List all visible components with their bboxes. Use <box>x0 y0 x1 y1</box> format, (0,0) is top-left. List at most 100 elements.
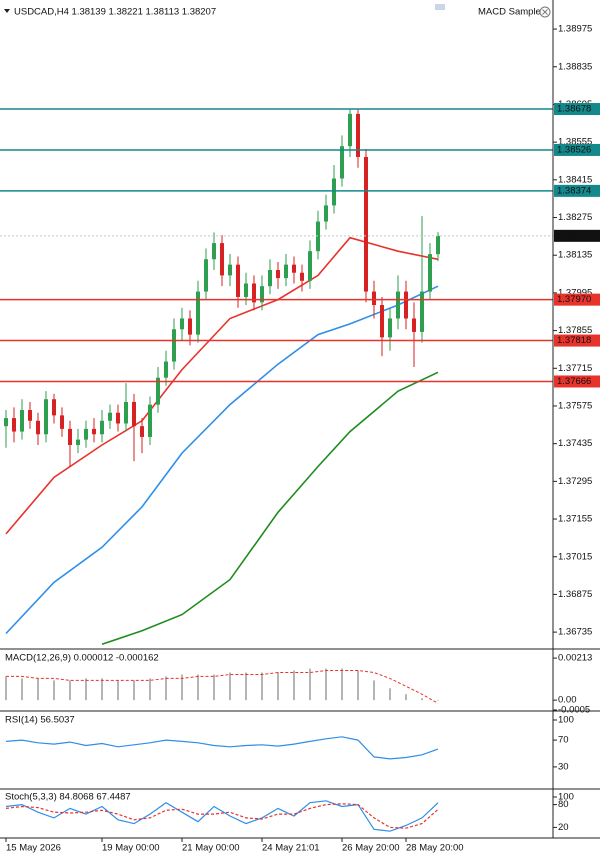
price-level-box <box>554 375 600 388</box>
y-tick-label: 1.37995 <box>558 287 592 298</box>
expert-close-cross <box>542 9 548 15</box>
moving-average <box>5 285 439 635</box>
candle-body <box>236 264 240 297</box>
y-tick-label: -0.0005 <box>558 705 590 716</box>
candle-body <box>204 259 208 292</box>
candle-body <box>52 399 56 416</box>
candle-body <box>148 404 152 437</box>
last-price-box <box>554 229 600 242</box>
macd-bar <box>389 688 391 701</box>
macd-bar <box>437 699 439 701</box>
macd-bar <box>213 674 215 701</box>
candle-body <box>420 291 424 332</box>
y-tick-label: 1.36735 <box>558 627 592 638</box>
candle-body <box>124 401 128 424</box>
candle-body <box>348 113 352 147</box>
price-level-box <box>554 184 600 197</box>
candle-body <box>60 415 64 429</box>
candle-body <box>276 270 280 279</box>
y-tick-label: 0.00213 <box>558 653 592 664</box>
macd-bar <box>117 680 119 701</box>
y-tick-label: 80 <box>558 799 569 810</box>
y-tick-label: 1.38275 <box>558 212 592 223</box>
candle-body <box>356 113 360 157</box>
candle-body <box>404 291 408 319</box>
price-level-label: 1.38678 <box>557 104 591 115</box>
candle-body <box>412 318 416 332</box>
candle-body <box>172 329 176 362</box>
last-price-label: 1.38207 <box>557 230 591 241</box>
y-tick-label: 0.00 <box>558 695 577 706</box>
oscillator-line <box>5 736 439 760</box>
y-tick-label: 1.38975 <box>558 24 592 35</box>
y-tick-label: 1.37155 <box>558 514 592 525</box>
price-level-box <box>554 334 600 347</box>
candle-body <box>316 221 320 252</box>
macd-bar <box>421 698 423 701</box>
candle-body <box>156 377 160 405</box>
panel-title: MACD(12,26,9) 0.000012 -0.000162 <box>5 653 159 664</box>
x-tick-label: 28 May 20:00 <box>406 843 464 854</box>
candle-body <box>84 428 88 440</box>
macd-bar <box>325 668 327 701</box>
window-icon[interactable] <box>435 4 445 10</box>
candle-body <box>212 243 216 260</box>
candle-body <box>308 251 312 281</box>
macd-bar <box>293 670 295 701</box>
candle-body <box>380 305 384 338</box>
y-tick-label: 1.37435 <box>558 438 592 449</box>
candle-body <box>260 286 264 303</box>
candle-body <box>364 156 368 292</box>
y-tick-label: 1.37715 <box>558 363 592 374</box>
moving-average <box>101 371 439 645</box>
x-tick-label: 24 May 21:01 <box>262 843 320 854</box>
candle-body <box>228 264 232 276</box>
y-tick-label: 70 <box>558 735 569 746</box>
y-tick-label: 1.38835 <box>558 61 592 72</box>
y-tick-label: 1.37295 <box>558 476 592 487</box>
candle-body <box>292 264 296 273</box>
candle-body <box>44 399 48 435</box>
price-level-box <box>554 293 600 306</box>
y-tick-label: 1.36875 <box>558 589 592 600</box>
macd-bar <box>165 676 167 701</box>
price-level-label: 1.37666 <box>557 376 591 387</box>
menu-arrow[interactable] <box>4 9 10 13</box>
y-tick-label: 1.37855 <box>558 325 592 336</box>
candle-body <box>372 291 376 306</box>
plot-layer: 1.389751.388351.386951.385551.384151.382… <box>0 24 600 854</box>
macd-bar <box>341 668 343 701</box>
y-tick-label: 20 <box>558 822 569 833</box>
x-tick-label: 21 May 00:00 <box>182 843 240 854</box>
candle-body <box>196 291 200 335</box>
candle-body <box>164 361 168 378</box>
macd-bar <box>37 678 39 701</box>
y-tick-label: 30 <box>558 761 569 772</box>
candle-body <box>20 410 24 432</box>
macd-bar <box>357 670 359 701</box>
y-tick-label: 1.37575 <box>558 400 592 411</box>
candle-body <box>76 439 80 446</box>
macd-bar <box>69 680 71 701</box>
candle-body <box>324 205 328 222</box>
y-tick-label: 1.37015 <box>558 551 592 562</box>
macd-bar <box>261 672 263 701</box>
price-level-box <box>554 143 600 156</box>
candle-body <box>188 318 192 335</box>
price-level-label: 1.37818 <box>557 335 591 346</box>
candle-body <box>436 235 440 255</box>
price-level-label: 1.38374 <box>557 185 591 196</box>
candle-body <box>428 254 432 292</box>
macd-bar <box>149 678 151 701</box>
panel-title: RSI(14) 56.5037 <box>5 715 75 726</box>
macd-bar <box>405 694 407 701</box>
price-level-label: 1.38526 <box>557 144 591 155</box>
macd-bar <box>53 680 55 701</box>
y-tick-label: 100 <box>558 715 574 726</box>
y-tick-label: 1.38135 <box>558 250 592 261</box>
candle-body <box>340 146 344 179</box>
expert-close-icon[interactable] <box>539 6 551 18</box>
macd-bar <box>5 676 7 701</box>
price-level-label: 1.37970 <box>557 294 591 305</box>
